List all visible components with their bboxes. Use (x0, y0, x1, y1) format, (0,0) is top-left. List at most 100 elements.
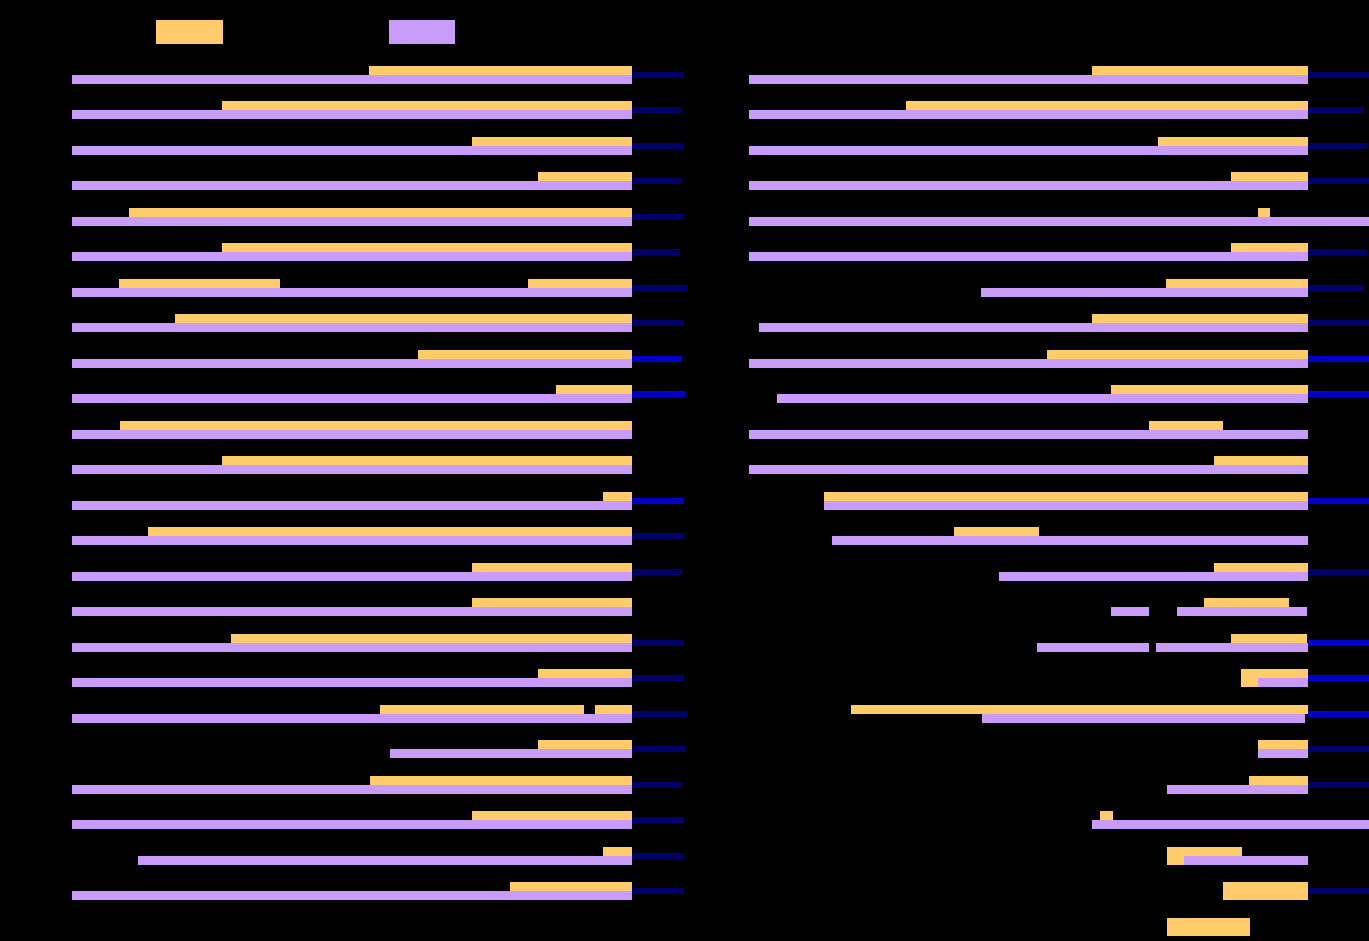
orange-bar (1258, 207, 1270, 217)
blue-extension-bar (1308, 391, 1369, 397)
orange-bar (1111, 385, 1308, 394)
orange-bar (556, 385, 632, 394)
blue-extension-bar (1308, 355, 1369, 362)
purple-bar (72, 74, 632, 84)
purple-bar (72, 429, 632, 439)
blue-extension-bar (1308, 142, 1368, 149)
orange-bar (603, 846, 632, 856)
blue-extension-bar (632, 213, 684, 220)
blue-extension-bar (1308, 639, 1369, 646)
purple-bar (72, 181, 632, 190)
orange-bar (148, 527, 632, 536)
purple-bar (72, 465, 632, 474)
blue-extension-bar (632, 249, 680, 255)
blue-extension-bar (1308, 675, 1369, 681)
purple-bar (749, 252, 1308, 261)
purple-bar (749, 216, 1369, 226)
orange-bar (538, 669, 632, 678)
purple-bar (1037, 642, 1149, 652)
purple-bar (777, 394, 1308, 403)
blue-extension-bar (632, 888, 684, 894)
purple-bar (1258, 678, 1308, 687)
orange-bar (1231, 172, 1308, 181)
orange-bar (906, 101, 1308, 110)
blue-extension-bar (1308, 320, 1369, 326)
purple-bar (72, 891, 632, 900)
purple-bar (749, 429, 1308, 439)
orange-bar (472, 811, 632, 820)
orange-bar (380, 704, 584, 714)
orange-bar (472, 562, 632, 572)
orange-bar (222, 101, 632, 110)
purple-bar (138, 855, 632, 865)
blue-extension-bar (632, 142, 684, 149)
purple-bar (72, 642, 632, 652)
blue-extension-bar (632, 320, 684, 326)
orange-bar (119, 278, 280, 288)
orange-bar (1167, 917, 1250, 927)
orange-bar (369, 65, 632, 75)
blue-extension-bar (1308, 284, 1364, 291)
blue-extension-bar (632, 284, 687, 291)
orange-bar (1223, 882, 1308, 891)
orange-bar (1047, 349, 1308, 359)
blue-extension-bar (1308, 497, 1369, 504)
orange-bar (370, 775, 632, 785)
purple-bar (72, 394, 632, 403)
purple-bar (749, 145, 1308, 155)
purple-bar (72, 571, 632, 581)
orange-bar (1092, 314, 1308, 323)
orange-bar (472, 598, 632, 607)
orange-bar (1249, 775, 1308, 785)
purple-bar (72, 784, 632, 794)
blue-extension-bar (632, 852, 683, 859)
blue-extension-bar (1308, 71, 1369, 78)
orange-bar (1241, 669, 1308, 678)
orange-bar-low (1223, 891, 1308, 900)
blue-extension-bar (632, 675, 684, 681)
purple-bar (749, 110, 1308, 119)
purple-bar (72, 500, 632, 510)
blue-extension-bar (632, 497, 684, 504)
purple-bar (72, 678, 632, 687)
orange-bar (231, 633, 632, 643)
blue-extension-bar (1308, 249, 1367, 255)
orange-bar-low (1241, 678, 1258, 687)
blue-extension-bar (632, 533, 684, 539)
orange-bar (954, 527, 1039, 536)
orange-bar (603, 491, 632, 501)
blue-extension-bar (632, 817, 683, 823)
blue-extension-bar (632, 710, 687, 717)
purple-bar (1184, 855, 1308, 865)
orange-bar (538, 740, 632, 749)
blue-extension-bar (1308, 568, 1369, 575)
purple-bar (72, 145, 632, 155)
legend-swatch-orange (156, 20, 223, 44)
purple-bar (1167, 784, 1308, 794)
orange-bar (1204, 598, 1289, 607)
orange-bar-low (1167, 926, 1250, 936)
blue-extension-bar (632, 746, 685, 752)
purple-bar (72, 252, 632, 261)
purple-bar (1177, 607, 1307, 616)
orange-bar (175, 314, 632, 323)
blue-extension-bar (632, 568, 682, 575)
purple-bar (1156, 642, 1308, 652)
orange-bar (1214, 562, 1308, 572)
purple-bar (759, 323, 1308, 332)
purple-bar (72, 358, 632, 368)
blue-extension-bar (632, 178, 681, 184)
purple-bar (72, 820, 632, 829)
purple-bar (749, 74, 1308, 84)
purple-bar (72, 713, 632, 723)
purple-bar (982, 713, 1305, 723)
purple-bar (981, 287, 1308, 297)
orange-bar (510, 882, 632, 891)
blue-extension-bar (1308, 781, 1369, 788)
legend-swatch-purple (389, 20, 455, 44)
purple-bar (72, 216, 632, 226)
orange-bar (1167, 846, 1242, 856)
blue-extension-bar (1308, 746, 1369, 752)
orange-bar (1149, 420, 1223, 430)
orange-bar (418, 349, 632, 359)
